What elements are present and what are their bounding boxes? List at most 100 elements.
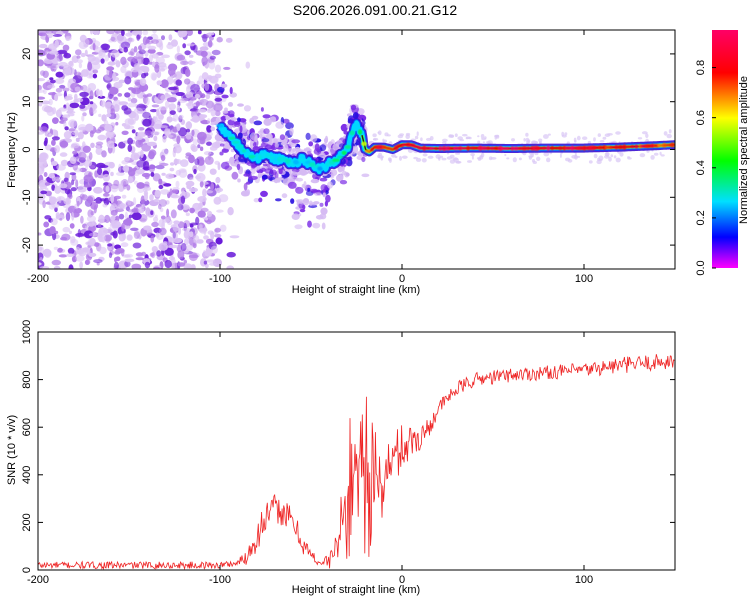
noise-speckle (182, 43, 187, 49)
noise-speckle (214, 64, 222, 73)
ridge-amplitude-blob (332, 158, 340, 162)
noise-speckle (184, 78, 191, 85)
ridge-amplitude-blob (434, 146, 439, 151)
halo-speckle (531, 159, 536, 163)
halo-speckle (383, 139, 387, 143)
transition-speckle (252, 141, 257, 147)
noise-speckle (93, 242, 100, 247)
noise-speckle (43, 221, 50, 228)
noise-speckle (150, 235, 155, 243)
noise-speckle (38, 30, 47, 36)
noise-speckle (113, 195, 122, 200)
ridge-amplitude-blob (221, 127, 227, 132)
noise-speckle (173, 158, 180, 165)
halo-speckle (668, 129, 672, 134)
halo-speckle (377, 131, 380, 134)
transition-speckle (263, 118, 272, 126)
noise-speckle (106, 66, 115, 71)
noise-speckle (180, 60, 189, 66)
colorbar-tick-label: 0.0 (695, 260, 707, 275)
transition-speckle (319, 144, 327, 152)
noise-speckle (170, 209, 177, 219)
noise-speckle (188, 252, 198, 262)
snr-x-ticks: -200 -100 0 100 (27, 332, 593, 586)
transition-speckle (233, 122, 241, 127)
halo-speckle (477, 157, 482, 161)
noise-speckle (59, 217, 63, 221)
transition-speckle (340, 123, 348, 132)
noise-speckle (195, 172, 206, 182)
noise-speckle (55, 71, 64, 78)
ridge-amplitude-blob (349, 130, 355, 136)
noise-speckle (121, 159, 129, 165)
noise-speckle (65, 212, 71, 222)
noise-speckle (133, 63, 140, 71)
halo-speckle (627, 157, 632, 160)
noise-speckle (143, 225, 152, 231)
halo-speckle (639, 153, 646, 158)
halo-speckle (523, 138, 526, 142)
noise-speckle (197, 157, 205, 166)
noise-speckle (51, 136, 60, 141)
noise-speckle (215, 140, 220, 146)
ridge-amplitude-blob (361, 141, 368, 146)
noise-speckle (68, 264, 74, 269)
noise-speckle (215, 187, 224, 193)
noise-speckle (42, 248, 52, 257)
noise-speckle (133, 107, 144, 114)
noise-speckle (183, 263, 193, 269)
noise-speckle (68, 78, 76, 84)
halo-speckle (582, 136, 588, 140)
noise-speckle (92, 30, 100, 35)
x-tick-label: 100 (575, 273, 593, 285)
noise-speckle (179, 159, 189, 168)
noise-speckle (197, 196, 207, 203)
transition-speckle (275, 177, 284, 181)
transition-speckle (239, 125, 243, 133)
noise-speckle (215, 176, 221, 184)
noise-speckle (135, 168, 145, 175)
transition-speckle (321, 222, 326, 230)
spectrogram-y-ticks: -20 -10 0 10 20 (21, 48, 675, 253)
halo-speckle (427, 155, 434, 159)
noise-speckle (206, 141, 212, 146)
ridge-amplitude-blob (422, 145, 427, 151)
transition-speckle (229, 86, 233, 95)
noise-speckle (210, 245, 218, 254)
noise-speckle (95, 147, 103, 155)
transition-speckle (314, 192, 322, 197)
noise-speckle (193, 44, 198, 53)
halo-speckle (666, 133, 672, 139)
noise-speckle (208, 61, 216, 70)
halo-speckle (659, 151, 662, 156)
y-tick-label: 0 (21, 567, 33, 573)
noise-speckle (62, 87, 70, 92)
noise-speckle (48, 98, 53, 106)
ridge-amplitude-blob (438, 146, 443, 151)
halo-speckle (546, 157, 551, 163)
noise-speckle (82, 112, 87, 117)
noise-speckle (199, 98, 209, 106)
noise-speckle (135, 139, 143, 148)
noise-speckle (39, 152, 48, 159)
transition-speckle (294, 224, 303, 230)
noise-speckle (81, 115, 85, 122)
noise-speckle (202, 188, 207, 198)
noise-speckle (166, 97, 177, 103)
halo-speckle (598, 155, 604, 161)
noise-speckle (131, 30, 141, 35)
noise-speckle (120, 242, 129, 248)
halo-speckle (543, 134, 549, 139)
transition-speckle (252, 146, 260, 151)
noise-speckle (166, 208, 170, 218)
noise-speckle (210, 126, 216, 132)
transition-speckle (288, 171, 298, 175)
ridge-amplitude-blob (609, 145, 616, 149)
noise-speckle (194, 93, 201, 99)
noise-speckle (176, 45, 180, 54)
ridge-amplitude-blob (224, 132, 232, 136)
transition-speckle (220, 83, 228, 88)
noise-speckle (113, 261, 119, 269)
